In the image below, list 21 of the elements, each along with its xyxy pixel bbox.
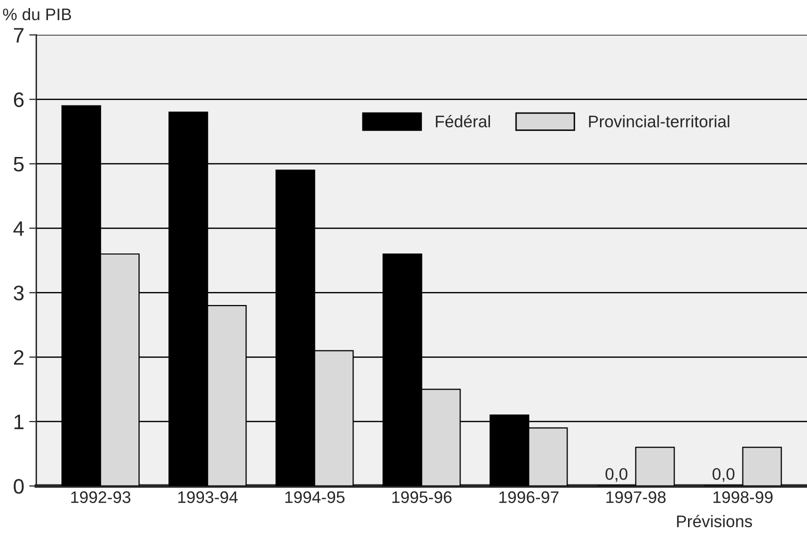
- y-tick-label: 0: [14, 478, 24, 494]
- y-tick-label: 4: [13, 221, 24, 236]
- legend-label: Provincial-territorial: [589, 115, 730, 128]
- text: Prévisions: [677, 514, 752, 528]
- y-tick-label: 2: [14, 350, 24, 365]
- x-tick-label: 1992-93: [71, 491, 130, 504]
- y-tick-label: 6: [14, 92, 24, 108]
- y-axis-title: % du PIB: [3, 8, 72, 20]
- x-tick-label: 1998-99: [713, 491, 773, 504]
- x-tick-label: 1993-94: [178, 491, 238, 504]
- legend-label: Fédéral: [436, 114, 490, 128]
- x-tick-label: 1996-97: [499, 491, 558, 504]
- y-tick-label: 1: [14, 414, 24, 430]
- y-tick-label: 5: [14, 157, 24, 172]
- y-tick-label: 3: [14, 286, 24, 300]
- x-tick-label: 1995-96: [392, 491, 452, 504]
- data-label: 0,0: [712, 468, 734, 482]
- y-tick-label: 7: [14, 28, 24, 42]
- data-label: 0,0: [606, 468, 628, 482]
- x-tick-label: 1997-98: [606, 491, 666, 504]
- x-tick-label: 1994-95: [285, 491, 345, 504]
